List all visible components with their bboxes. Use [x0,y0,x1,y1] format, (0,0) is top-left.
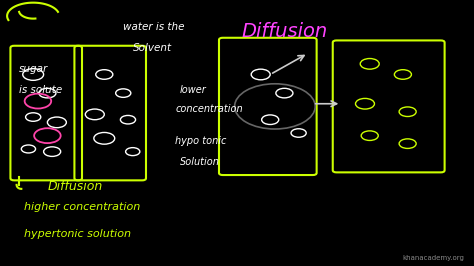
Text: higher concentration: higher concentration [24,202,140,213]
Text: hypertonic solution: hypertonic solution [24,229,131,239]
Text: water is the: water is the [123,22,185,32]
Text: is solute: is solute [19,85,62,95]
Text: lower: lower [180,85,207,95]
Text: concentration: concentration [175,104,243,114]
Text: khanacademy.org: khanacademy.org [402,255,465,261]
Text: Diffusion: Diffusion [241,22,328,41]
Text: Solution: Solution [180,157,220,167]
Text: sugar: sugar [19,64,48,74]
Text: Diffusion: Diffusion [47,180,103,193]
Text: Solvent: Solvent [133,43,172,53]
Text: hypo tonic: hypo tonic [175,136,227,146]
